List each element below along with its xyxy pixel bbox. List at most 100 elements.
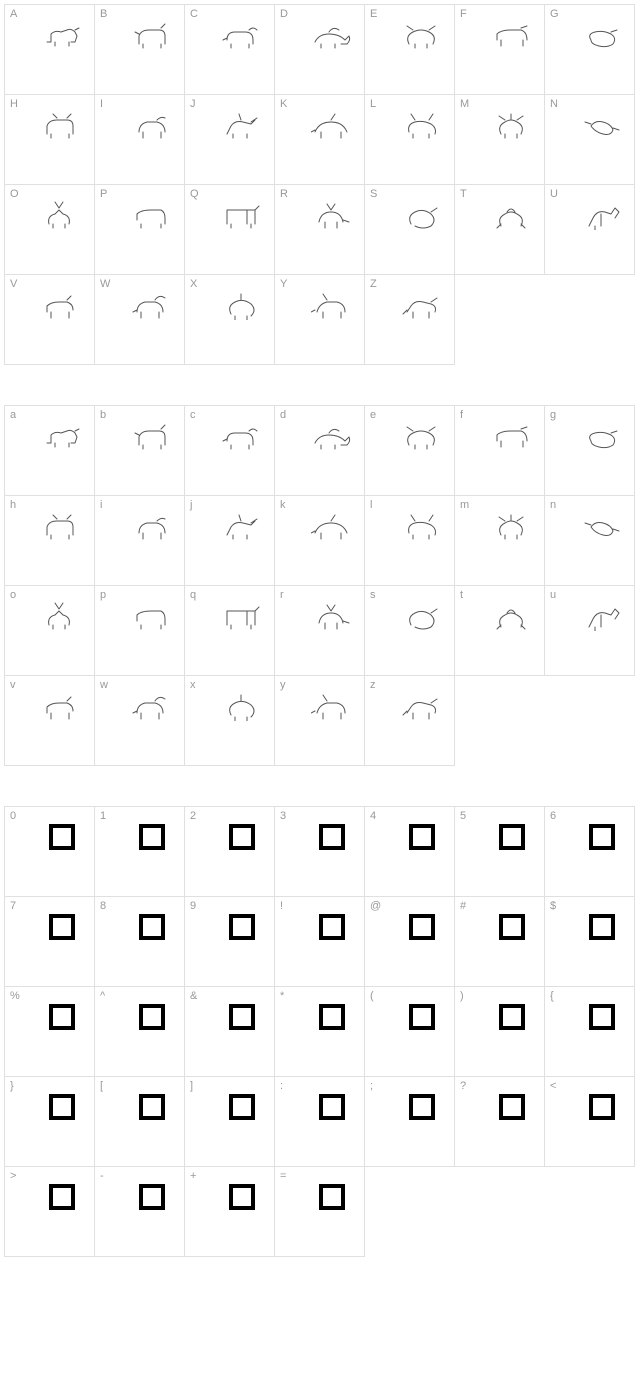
glyph-cell: i [95,496,185,586]
glyph-cell: 4 [365,807,455,897]
glyph-cell: W [95,275,185,365]
empty-glyph-icon [499,914,525,940]
glyph-preview [218,688,266,724]
glyph-cell: g [545,406,635,496]
glyph-cell: I [95,95,185,185]
glyph-cell: j [185,496,275,586]
cell-label: l [370,499,372,511]
glyph-cell: ; [365,1077,455,1167]
cell-label: [ [100,1080,103,1092]
glyph-preview [398,508,446,544]
glyph-preview [578,17,626,53]
glyph-cell: w [95,676,185,766]
glyph-cell: C [185,5,275,95]
glyph-cell: - [95,1167,185,1257]
cell-label: ^ [100,990,105,1002]
cell-label: - [100,1170,104,1182]
empty-glyph-icon [229,1004,255,1030]
cell-label: > [10,1170,16,1182]
empty-glyph-icon [229,914,255,940]
glyph-preview [488,598,536,634]
empty-glyph-icon [49,1184,75,1210]
glyph-preview [308,1179,356,1215]
glyph-preview [38,197,86,233]
glyph-cell: { [545,987,635,1077]
glyph-cell: + [185,1167,275,1257]
glyph-cell: S [365,185,455,275]
cell-label: L [370,98,376,110]
glyph-cell: u [545,586,635,676]
glyph-cell: n [545,496,635,586]
glyph-preview [128,1089,176,1125]
glyph-cell: 2 [185,807,275,897]
cell-label: f [460,409,463,421]
glyph-cell: X [185,275,275,365]
glyph-preview [398,418,446,454]
glyph-preview [308,197,356,233]
glyph-preview [488,197,536,233]
cell-label: 4 [370,810,376,822]
glyph-preview [308,418,356,454]
glyph-cell: f [455,406,545,496]
cell-label: v [10,679,16,691]
cell-label: d [280,409,286,421]
glyph-preview [38,1179,86,1215]
glyph-cell: R [275,185,365,275]
glyph-preview [38,598,86,634]
glyph-preview [398,17,446,53]
cell-label: x [190,679,196,691]
cell-label: r [280,589,284,601]
glyph-preview [578,418,626,454]
empty-glyph-icon [409,1094,435,1120]
glyph-cell: * [275,987,365,1077]
empty-glyph-icon [139,1094,165,1120]
cell-label: P [100,188,107,200]
glyph-cell: l [365,496,455,586]
empty-glyph-icon [409,1004,435,1030]
glyph-preview [488,17,536,53]
cell-label: = [280,1170,286,1182]
cell-label: Z [370,278,377,290]
cell-label: m [460,499,469,511]
glyph-preview [38,1089,86,1125]
glyph-cell: ] [185,1077,275,1167]
glyph-preview [308,598,356,634]
glyph-cell: a [5,406,95,496]
glyph-preview [218,287,266,323]
glyph-cell: Y [275,275,365,365]
glyph-preview [128,17,176,53]
glyph-cell: E [365,5,455,95]
section-lowercase: a b c d e f g h i j k l m n o p q r s t … [4,405,636,766]
glyph-preview [128,287,176,323]
glyph-cell: v [5,676,95,766]
glyph-cell: > [5,1167,95,1257]
glyph-preview [218,819,266,855]
cell-label: ( [370,990,374,1002]
cell-label: H [10,98,18,110]
glyph-cell: o [5,586,95,676]
cell-label: h [10,499,16,511]
cell-label: z [370,679,376,691]
glyph-cell: Q [185,185,275,275]
cell-label: w [100,679,108,691]
cell-label: 5 [460,810,466,822]
cell-label: i [100,499,102,511]
glyph-cell: r [275,586,365,676]
empty-glyph-icon [589,914,615,940]
cell-label: < [550,1080,556,1092]
glyph-preview [578,909,626,945]
section-digits_symbols: 0123456789!@#$%^&*(){}[]:;?<>-+= [4,806,636,1257]
cell-label: E [370,8,377,20]
cell-label: b [100,409,106,421]
glyph-preview [128,909,176,945]
empty-glyph-icon [49,914,75,940]
glyph-preview [38,418,86,454]
cell-label: k [280,499,286,511]
glyph-cell: J [185,95,275,185]
glyph-cell: y [275,676,365,766]
glyph-preview [488,107,536,143]
empty-glyph-icon [319,824,345,850]
glyph-preview [128,197,176,233]
cell-label: p [100,589,106,601]
glyph-cell: q [185,586,275,676]
